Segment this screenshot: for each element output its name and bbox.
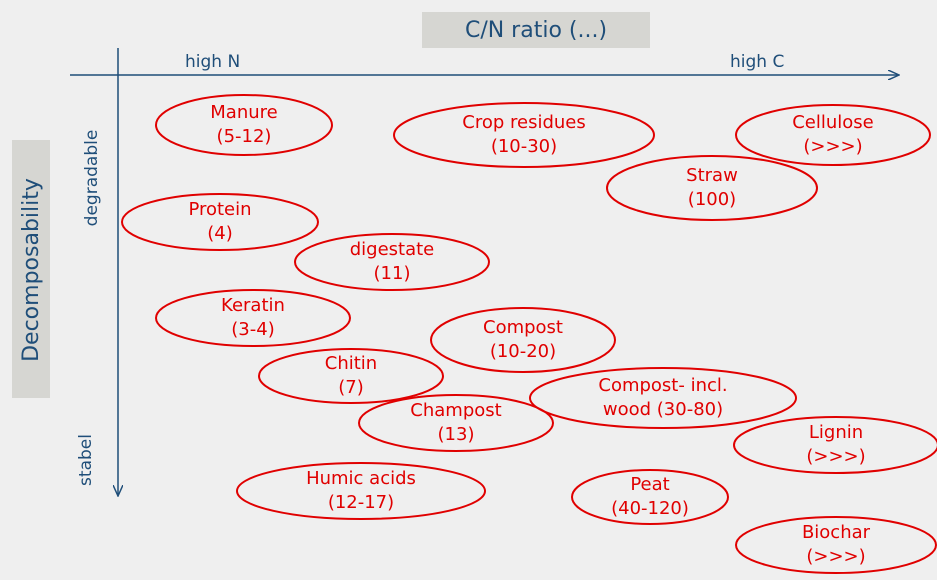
node-ellipse <box>529 367 797 429</box>
nodes: Manure (5-12) Crop residues (10-30) Cellulos… <box>121 94 937 574</box>
node-ellipse <box>393 102 655 168</box>
node-label: Cellulose <box>792 112 874 133</box>
y-bottom-label: stabel <box>76 434 96 486</box>
node-label: (4) <box>207 223 233 244</box>
node-ellipse <box>155 289 351 347</box>
node-label: (12-17) <box>328 492 394 513</box>
node-label: (5-12) <box>217 126 272 147</box>
node-label: (11) <box>374 263 411 284</box>
node-ellipse <box>733 416 937 474</box>
node-ellipse <box>258 348 444 404</box>
node-label: (100) <box>688 189 736 210</box>
node-label: Biochar <box>802 522 871 543</box>
node-ellipse <box>294 233 490 291</box>
node-label: Keratin <box>221 295 285 316</box>
node-label: Compost <box>483 317 563 338</box>
node-ellipse <box>121 193 319 251</box>
node-label: (>>>) <box>803 136 862 157</box>
node-ellipse <box>236 462 486 520</box>
y-top-label: degradable <box>82 130 102 227</box>
node-ellipse <box>606 155 818 221</box>
node-label: (40-120) <box>611 498 689 519</box>
node-ellipse <box>571 469 729 525</box>
node-label: (3-4) <box>231 319 274 340</box>
node-ellipse <box>735 104 931 166</box>
title: C/N ratio (...) <box>465 18 607 43</box>
node-label: Lignin <box>809 422 863 443</box>
node-label: Chitin <box>325 353 377 374</box>
node-label: (>>>) <box>806 446 865 467</box>
node-label: Protein <box>188 199 251 220</box>
x-right-label: high C <box>730 52 784 72</box>
node-label: Compost- incl. <box>598 375 727 396</box>
node-label: wood (30-80) <box>603 399 723 420</box>
node-label: digestate <box>350 239 435 260</box>
node-ellipse <box>430 307 616 373</box>
node-label: Champost <box>410 400 501 421</box>
y-label-box <box>12 140 50 398</box>
node-label: Humic acids <box>306 468 416 489</box>
node-label: Peat <box>630 474 669 495</box>
node-label: Crop residues <box>462 112 585 133</box>
node-label: (>>>) <box>806 546 865 567</box>
node-label: (10-20) <box>490 341 556 362</box>
node-label: (7) <box>338 377 364 398</box>
title-box <box>422 12 650 48</box>
node-label: (13) <box>438 424 475 445</box>
node-ellipse <box>155 94 333 156</box>
node-label: Manure <box>210 102 277 123</box>
node-ellipse <box>358 394 554 452</box>
node-label: Straw <box>686 165 738 186</box>
y-axis-label: Decomposability <box>19 178 44 362</box>
x-left-label: high N <box>185 52 240 72</box>
node-label: (10-30) <box>491 136 557 157</box>
node-ellipse <box>735 516 937 574</box>
